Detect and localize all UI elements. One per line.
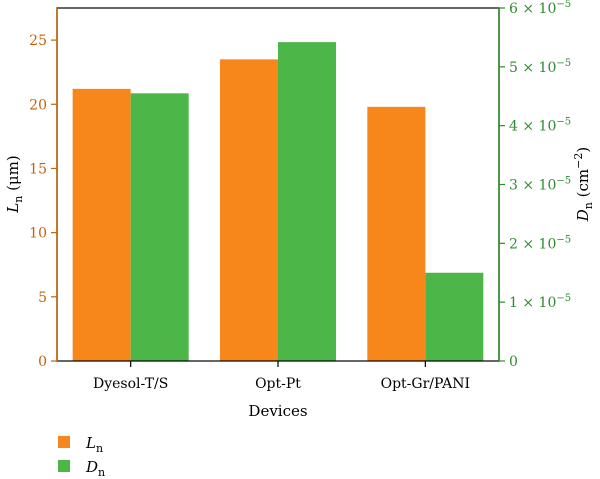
right-tick-label: 6 × 10−5 xyxy=(509,0,571,17)
legend-swatch-ln xyxy=(58,436,70,448)
x-axis-title: Devices xyxy=(248,402,307,420)
bar-dn-0 xyxy=(130,93,189,361)
bar-dn-1 xyxy=(278,42,336,362)
right-tick-label: 5 × 10−5 xyxy=(509,58,571,76)
right-tick-label: 2 × 10−5 xyxy=(509,234,571,252)
left-tick-label: 5 xyxy=(38,290,47,306)
bars-group xyxy=(72,42,484,362)
left-axis: 0 5 10 15 20 25 xyxy=(29,8,58,370)
left-axis-title: Ln (μm) xyxy=(4,155,25,214)
x-tick-label: Opt-Pt xyxy=(255,376,301,392)
bar-ln-1 xyxy=(220,59,278,361)
x-axis: Dyesol-T/S Opt-Pt Opt-Gr/PANI xyxy=(93,361,470,392)
legend-label-ln: Ln xyxy=(85,434,103,455)
left-tick-label: 20 xyxy=(29,97,47,113)
right-axis: 0 1 × 10−5 2 × 10−5 3 × 10−5 4 × 10−5 5 × 10−… xyxy=(498,0,571,370)
bar-ln-2 xyxy=(367,106,426,361)
left-tick-label: 25 xyxy=(29,33,47,49)
legend: Ln Dn xyxy=(58,434,105,479)
legend-swatch-dn xyxy=(58,460,70,472)
left-tick-label: 10 xyxy=(29,226,47,242)
right-tick-label: 0 xyxy=(509,354,518,370)
bar-ln-0 xyxy=(72,88,131,362)
left-tick-label: 0 xyxy=(38,354,47,370)
bar-dn-2 xyxy=(425,272,484,361)
right-axis-title: Dn (cm−2) xyxy=(572,147,595,222)
right-tick-label: 1 × 10−5 xyxy=(509,293,571,311)
legend-label-dn: Dn xyxy=(85,458,105,479)
x-tick-label: Opt-Gr/PANI xyxy=(381,376,470,392)
right-tick-label: 3 × 10−5 xyxy=(509,176,571,194)
right-tick-label: 4 × 10−5 xyxy=(509,117,571,135)
left-tick-label: 15 xyxy=(29,161,47,177)
x-tick-label: Dyesol-T/S xyxy=(93,376,168,392)
